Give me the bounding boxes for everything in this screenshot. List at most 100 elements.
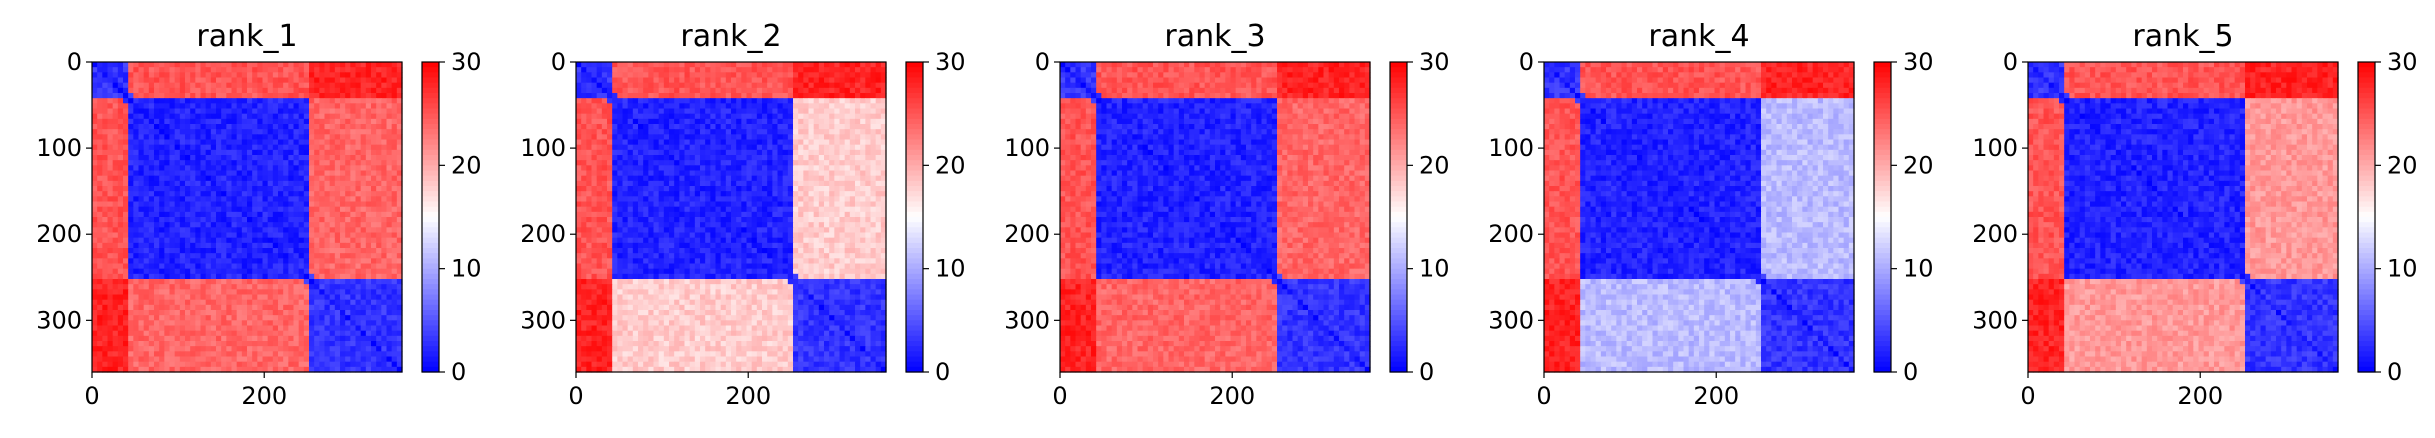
heatmap-cell [756,103,763,110]
heatmap-cell [365,268,372,275]
heatmap-cell [133,237,140,244]
heatmap-cell [829,108,835,115]
heatmap-cell [272,129,279,135]
heatmap-cell [262,253,269,259]
heatmap-cell [117,211,124,218]
heatmap-cell [272,335,279,342]
heatmap-cell [97,273,103,280]
heatmap-cell [190,72,196,79]
heatmap-cell [133,113,140,120]
heatmap-cell [283,248,289,254]
heatmap-cell [746,149,753,156]
heatmap-cell [226,366,233,373]
colorbar-segment [422,273,439,280]
heatmap-cell [371,170,377,177]
heatmap-cell [860,155,866,161]
heatmap-cell [247,351,253,358]
heatmap-cell [612,118,618,125]
heatmap-cell [267,160,274,166]
heatmap-cell [102,268,109,275]
heatmap-cell [112,144,119,151]
heatmap-cell [381,315,388,321]
heatmap-cell [669,124,675,130]
heatmap-cell [190,222,196,228]
heatmap-cell [360,253,367,259]
heatmap-cell [148,299,155,306]
heatmap-cell [216,191,222,197]
heatmap-cell [216,160,222,166]
heatmap-cell [298,242,305,249]
heatmap-cell [174,191,181,197]
heatmap-cell [143,124,150,130]
heatmap-cell [102,206,109,213]
heatmap-cell [834,155,841,161]
heatmap-cell [849,93,856,99]
heatmap-cell [107,227,114,234]
heatmap-cell [112,62,119,68]
heatmap-cell [179,160,186,166]
heatmap-cell [164,129,171,135]
colorbar-segment [422,155,439,161]
heatmap-cell [257,149,264,156]
heatmap-cell [601,129,608,135]
heatmap-cell [345,165,351,172]
heatmap-cell [834,98,841,104]
heatmap-cell [725,134,732,141]
heatmap-cell [350,82,357,89]
heatmap-cell [772,108,779,115]
heatmap-cell [865,103,872,110]
heatmap-cell [102,87,109,94]
heatmap-cell [303,186,310,192]
heatmap-cell [298,346,305,352]
heatmap-cell [92,222,98,228]
heatmap-cell [617,118,624,125]
heatmap-cell [205,165,212,172]
heatmap-cell [236,315,243,321]
heatmap-cell [164,227,171,234]
heatmap-cell [293,320,300,327]
heatmap-cell [607,72,613,79]
heatmap-cell [813,139,820,146]
heatmap-cell [262,351,269,358]
heatmap-cell [241,310,248,316]
heatmap-cell [767,77,773,84]
heatmap-cell [174,366,181,373]
heatmap-cell [272,366,279,373]
heatmap-cell [391,211,398,218]
heatmap-cell [92,149,98,156]
heatmap-cell [154,77,160,84]
heatmap-cell [803,160,810,166]
heatmap-cell [725,103,732,110]
heatmap-cell [324,149,331,156]
heatmap-cell [860,108,866,115]
heatmap-cell [808,113,815,120]
heatmap-cell [694,93,701,99]
heatmap-cell [777,93,784,99]
heatmap-cell [586,170,593,177]
heatmap-cell [143,118,150,125]
heatmap-cell [627,62,634,68]
heatmap-cell [221,108,227,115]
heatmap-cell [345,124,351,130]
heatmap-cell [97,335,103,342]
heatmap-cell [241,237,248,244]
heatmap-cell [128,227,134,234]
heatmap-cell [107,170,114,177]
heatmap-cell [185,289,191,296]
heatmap-cell [334,263,341,270]
heatmap-cell [303,268,310,275]
heatmap-cell [818,82,825,89]
colorbar-segment [422,284,439,290]
heatmap-cell [309,294,315,301]
heatmap-cell [622,149,629,156]
heatmap-cell [97,175,103,182]
heatmap-cell [777,98,784,104]
heatmap-cell [123,103,129,110]
heatmap-cell [689,160,696,166]
heatmap-cell [148,67,155,73]
heatmap-cell [128,356,134,363]
heatmap-cell [205,98,212,104]
heatmap-cell [241,320,248,327]
heatmap-cell [174,67,181,73]
heatmap-cell [365,165,372,172]
